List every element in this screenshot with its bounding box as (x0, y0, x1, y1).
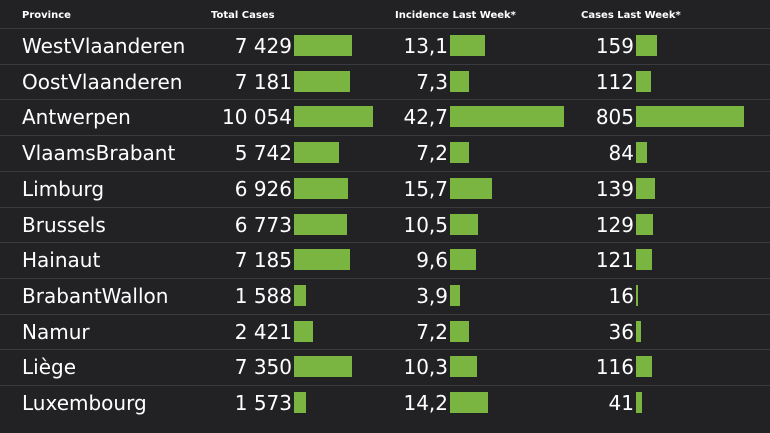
cases-last-week-bar (636, 284, 639, 306)
incidence-value: 10,3 (403, 355, 448, 380)
table-row[interactable]: WestVlaanderen 7 429 13,1 159 (0, 28, 770, 64)
total-cases-value: 5 742 (234, 141, 292, 166)
incidence-bar (450, 392, 488, 413)
header-incidence-last-week[interactable]: Incidence Last Week* (395, 10, 516, 21)
incidence-bar (450, 35, 485, 56)
total-cases-bar (294, 392, 307, 413)
cases-last-week-bar (636, 35, 658, 56)
total-cases-bar (294, 106, 373, 128)
province-name: Hainaut (22, 248, 101, 273)
table-header: Province Total Cases Incidence Last Week… (0, 0, 770, 28)
incidence-value: 42,7 (403, 105, 448, 130)
cases-last-week-value: 805 (595, 105, 634, 130)
cases-last-week-value: 36 (608, 319, 634, 344)
incidence-value: 13,1 (403, 34, 448, 58)
total-cases-value: 7 429 (234, 34, 292, 58)
total-cases-value: 6 926 (234, 176, 292, 201)
incidence-value: 15,7 (403, 176, 448, 201)
cases-last-week-value: 84 (608, 141, 634, 166)
province-name: Limburg (22, 176, 105, 201)
incidence-bar (450, 356, 478, 378)
table-row[interactable]: Hainaut 7 185 9,6 121 (0, 242, 770, 278)
province-name: Liège (22, 355, 77, 380)
total-cases-value: 7 185 (234, 248, 292, 273)
incidence-bar (450, 249, 476, 271)
cases-last-week-value: 112 (595, 69, 634, 94)
total-cases-value: 2 421 (234, 319, 292, 344)
total-cases-value: 7 350 (234, 355, 292, 380)
total-cases-bar (294, 320, 314, 342)
cases-last-week-bar (636, 392, 642, 413)
total-cases-value: 7 181 (234, 69, 292, 94)
table-row[interactable]: OostVlaanderen 7 181 7,3 112 (0, 63, 770, 100)
province-name: Antwerpen (22, 105, 131, 130)
cases-last-week-value: 16 (608, 283, 634, 308)
header-province[interactable]: Province (22, 10, 71, 21)
province-name: WestVlaanderen (22, 34, 186, 58)
incidence-value: 7,2 (416, 319, 448, 344)
incidence-bar (450, 70, 470, 92)
cases-last-week-value: 159 (595, 34, 634, 58)
incidence-value: 3,9 (416, 283, 448, 308)
total-cases-bar (294, 70, 351, 92)
table-row[interactable]: Brussels 6 773 10,5 129 (0, 206, 770, 243)
total-cases-value: 10 054 (222, 105, 292, 130)
incidence-value: 14,2 (403, 391, 448, 415)
incidence-value: 7,2 (416, 141, 448, 166)
total-cases-bar (294, 284, 307, 306)
cases-last-week-bar (636, 213, 654, 235)
incidence-value: 7,3 (416, 69, 448, 94)
province-name: VlaamsBrabant (22, 141, 176, 166)
incidence-bar (450, 177, 492, 199)
incidence-bar (450, 213, 479, 235)
province-name: Namur (22, 319, 90, 344)
table-row[interactable]: Antwerpen 10 054 42,7 805 (0, 99, 770, 135)
province-name: OostVlaanderen (22, 69, 183, 94)
cases-last-week-value: 129 (595, 212, 634, 237)
total-cases-value: 6 773 (234, 212, 292, 237)
province-name: Brussels (22, 212, 106, 237)
cases-last-week-value: 139 (595, 176, 634, 201)
table-row[interactable]: Luxembourg 1 573 14,2 41 (0, 385, 770, 421)
total-cases-bar (294, 249, 351, 271)
header-cases-last-week[interactable]: Cases Last Week* (581, 10, 681, 21)
incidence-bar (450, 142, 470, 164)
province-name: BrabantWallon (22, 283, 169, 308)
incidence-value: 10,5 (403, 212, 448, 237)
table-row[interactable]: BrabantWallon 1 588 3,9 16 (0, 277, 770, 314)
cases-last-week-value: 116 (595, 355, 634, 380)
cases-last-week-value: 121 (595, 248, 634, 273)
cases-last-week-bar (636, 320, 641, 342)
incidence-bar (450, 106, 564, 128)
table-row[interactable]: VlaamsBrabant 5 742 7,2 84 (0, 135, 770, 171)
cases-last-week-bar (636, 142, 648, 164)
cases-last-week-bar (636, 177, 655, 199)
incidence-value: 9,6 (416, 248, 448, 273)
total-cases-bar (294, 177, 349, 199)
incidence-bar (450, 284, 461, 306)
total-cases-value: 1 588 (234, 283, 292, 308)
total-cases-bar (294, 35, 353, 56)
cases-last-week-bar (636, 106, 744, 128)
total-cases-bar (294, 356, 352, 378)
table-row[interactable]: Limburg 6 926 15,7 139 (0, 170, 770, 207)
cases-last-week-bar (636, 70, 652, 92)
table-row[interactable]: Liège 7 350 10,3 116 (0, 349, 770, 385)
incidence-bar (450, 320, 470, 342)
total-cases-bar (294, 142, 340, 164)
cases-last-week-bar (636, 249, 653, 271)
header-total-cases[interactable]: Total Cases (211, 10, 275, 21)
cases-last-week-bar (636, 356, 652, 378)
table-row[interactable]: Namur 2 421 7,2 36 (0, 313, 770, 350)
total-cases-value: 1 573 (234, 391, 292, 415)
cases-last-week-value: 41 (608, 391, 634, 415)
total-cases-bar (294, 213, 348, 235)
province-name: Luxembourg (22, 391, 147, 415)
